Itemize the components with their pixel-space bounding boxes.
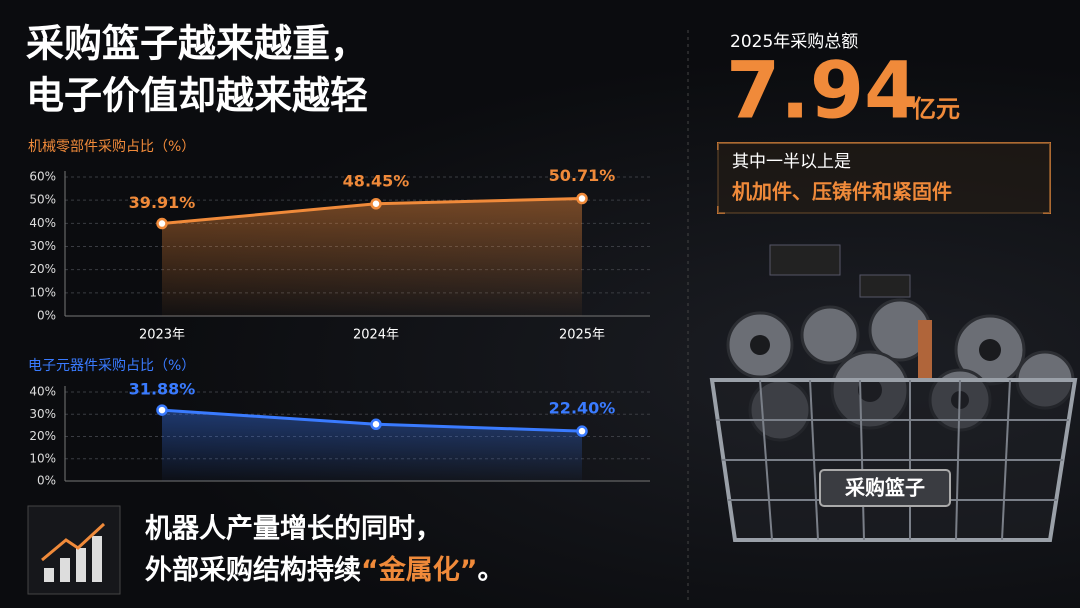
- headline: 电子价值却越来越轻: [26, 74, 368, 118]
- basket-illustration: [709, 244, 1078, 542]
- total-value: 7.94: [726, 46, 918, 136]
- note-line: 机加件、压铸件和紧固件: [732, 180, 952, 204]
- y-tick-label: 0%: [37, 309, 56, 323]
- y-tick-label: 30%: [29, 407, 56, 421]
- point: [576, 192, 588, 205]
- note-line: 其中一半以上是: [732, 152, 851, 172]
- growth-icon: [41, 522, 106, 582]
- area: [162, 198, 582, 316]
- y-tick-label: 10%: [29, 451, 56, 465]
- y-tick-label: 40%: [29, 216, 56, 230]
- note-box: [717, 142, 1051, 214]
- point: [370, 198, 382, 210]
- value-label: 31.88%: [129, 380, 196, 399]
- total-unit: 亿元: [912, 95, 960, 123]
- value-label: 50.71%: [549, 166, 616, 185]
- footer-text: 外部采购结构持续: [145, 554, 361, 586]
- footer-line: 机器人产量增长的同时，: [145, 513, 442, 545]
- x-tick-label: 2025年: [559, 328, 605, 343]
- point: [370, 418, 382, 431]
- y-tick-label: 0%: [37, 474, 56, 488]
- icon-box: [27, 505, 121, 595]
- basket-label: 采购篮子: [845, 476, 925, 500]
- x-tick-label: 2023年: [139, 328, 185, 343]
- y-tick-label: 20%: [29, 429, 56, 443]
- y-tick-label: 60%: [29, 170, 56, 184]
- chart-title: 电子元器件采购占比（%）: [28, 358, 195, 374]
- chart-title: 机械零部件采购占比（%）: [28, 139, 195, 155]
- total-label: 2025年采购总额: [730, 32, 858, 52]
- point: [576, 425, 588, 437]
- headline: 采购篮子越来越重，: [26, 22, 368, 66]
- value-label: 39.91%: [129, 193, 196, 212]
- y-tick-label: 20%: [29, 262, 56, 276]
- x-tick-label: 2024年: [353, 328, 399, 343]
- footer-highlight: “金属化”: [361, 554, 478, 586]
- value-label: 48.45%: [343, 171, 410, 190]
- point: [156, 404, 168, 416]
- value-label: 22.40%: [549, 399, 616, 418]
- point: [156, 217, 168, 230]
- y-tick-label: 40%: [29, 385, 56, 399]
- footer-line: 外部采购结构持续“金属化”。: [145, 554, 505, 586]
- footer-text: 。: [478, 555, 505, 586]
- y-tick-label: 30%: [29, 239, 56, 253]
- y-tick-label: 10%: [29, 285, 56, 299]
- y-tick-label: 50%: [29, 193, 56, 207]
